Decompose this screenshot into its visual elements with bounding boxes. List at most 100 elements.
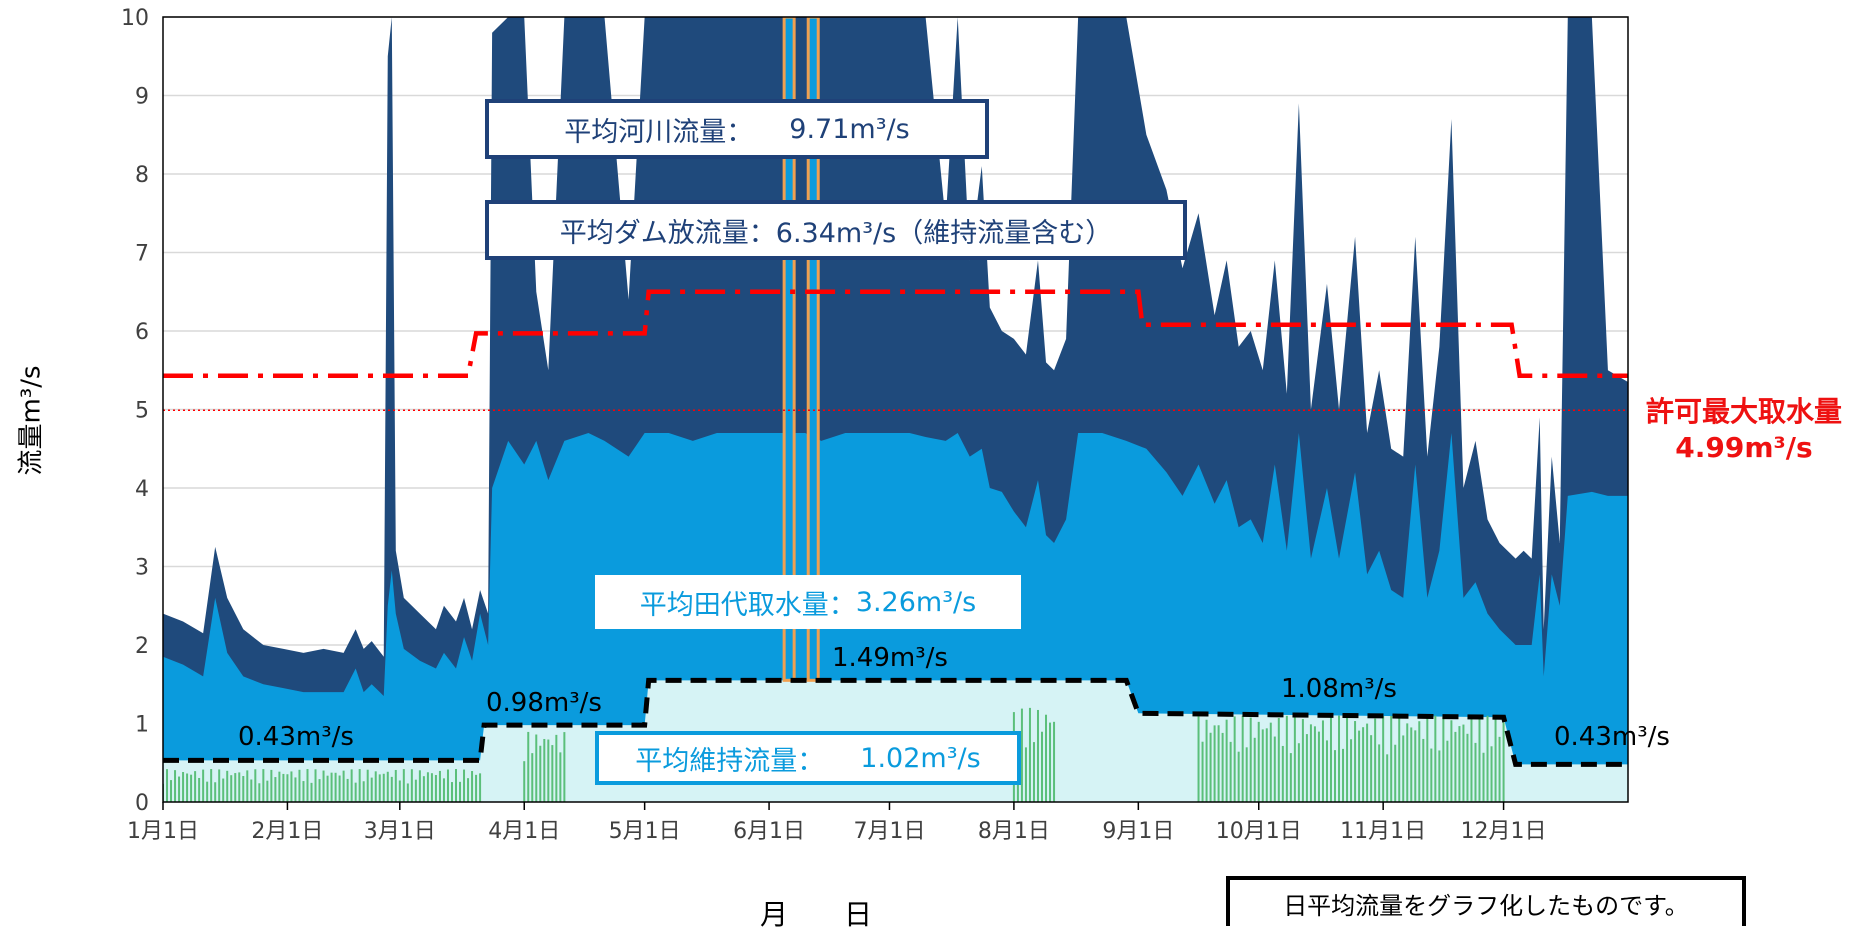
x-tick-label-6: 7月1日 [853,819,925,844]
intake-bar-day-222 [1053,721,1056,802]
intake-bar-day-77 [471,771,474,802]
intake-bar-day-315 [1426,717,1429,802]
intake-bar-day-8 [194,771,197,802]
intake-bar-day-59 [398,780,401,802]
river-average-value: 9.71m³/s [789,113,910,145]
series-maintenance-line [163,677,1628,767]
intake-bar-day-61 [406,783,409,802]
intake-average-text: 平均田代取水量： [639,589,856,621]
intake-bar-day-55 [382,773,385,802]
dam-release-average-label: 平均ダム放流量： 6.34m³/s（維持流量含む） [485,200,1187,260]
intake-bar-day-329 [1482,752,1485,802]
intake-bar-day-306 [1390,715,1393,802]
intake-bar-day-313 [1418,721,1421,802]
intake-bar-day-30 [282,773,285,802]
intake-bar-day-92 [531,753,534,802]
intake-bar-day-265 [1225,719,1228,802]
intake-bar-day-36 [306,769,309,802]
intake-bar-day-1 [166,769,169,802]
intake-bar-day-264 [1221,732,1224,802]
intake-bar-day-32 [290,771,293,802]
intake-bar-day-19 [238,772,241,802]
y-tick-label-0: 0 [135,791,149,816]
intake-bar-day-216 [1028,707,1031,802]
maintenance-average-value: 1.02m³/s [860,742,981,774]
intake-bar-day-13 [214,782,217,802]
intake-bar-day-320 [1446,740,1449,802]
intake-bar-day-44 [338,775,341,802]
intake-average-value: 3.26m³/s [855,586,977,618]
intake-bar-day-35 [302,781,305,802]
intake-bar-day-49 [358,769,361,802]
intake-bar-day-42 [330,772,333,802]
intake-bar-day-65 [422,776,425,802]
intake-bar-day-68 [434,775,437,802]
intake-bar-day-324 [1462,724,1465,802]
intake-bar-day-31 [286,774,289,802]
intake-bar-day-3 [174,770,177,802]
plot-frame [162,16,1629,803]
intake-bar-day-48 [354,782,357,802]
maintenance-flow-label-apr: 0.98m³/s [486,688,602,718]
intake-bar-day-76 [467,778,470,802]
x-tick-label-4: 5月1日 [609,819,681,844]
intake-bar-day-272 [1253,737,1256,802]
intake-bar-day-289 [1321,720,1324,802]
intake-bar-day-38 [314,769,317,802]
intake-bar-day-328 [1478,716,1481,802]
intake-bar-day-28 [274,777,277,802]
intake-bar-day-291 [1329,716,1332,802]
intake-bar-day-40 [322,770,325,802]
intake-bar-day-299 [1362,727,1365,802]
intake-bar-day-22 [250,779,253,802]
dam-release-average-text: 平均ダム放流量： [559,217,776,249]
intake-bar-day-214 [1020,708,1023,802]
intake-bar-day-314 [1422,738,1425,802]
intake-bar-day-287 [1313,726,1316,802]
footnote-text: 日平均流量をグラフ化したものです。 [1283,891,1689,920]
permit-max-intake-label: 許可最大取水量 4.99m³/s [1632,394,1856,466]
y-tick-label-2: 2 [135,634,149,659]
intake-bar-day-74 [459,781,462,802]
intake-bar-day-318 [1438,750,1441,802]
intake-bar-day-29 [278,771,281,802]
maintenance-average-label: 平均維持流量： 1.02m³/s [595,731,1021,785]
intake-bar-day-267 [1233,716,1236,802]
intake-bar-day-301 [1370,735,1373,802]
intake-bar-day-71 [446,769,449,802]
intake-bar-day-321 [1450,720,1453,802]
intake-bar-day-310 [1406,723,1409,802]
river-average-label: 平均河川流量： 9.71m³/s [485,99,989,159]
intake-bar-day-95 [543,738,546,802]
x-tick-label-2: 3月1日 [364,819,436,844]
intake-bar-day-66 [426,772,429,802]
x-tick-label-7: 8月1日 [978,819,1050,844]
intake-bar-day-69 [438,770,441,802]
y-tick-label-8: 8 [135,163,149,188]
intake-bar-day-7 [190,774,193,802]
intake-bar-day-78 [475,774,478,802]
maintenance-flow-label-may: 1.49m³/s [832,643,948,673]
intake-bar-day-46 [346,778,349,802]
intake-bar-day-333 [1498,736,1501,802]
intake-bar-day-90 [523,761,526,802]
intake-bar-day-302 [1374,718,1377,802]
intake-bar-day-281 [1289,753,1292,802]
intake-bar-day-293 [1338,715,1341,802]
intake-bar-day-317 [1434,715,1437,802]
intake-bar-day-75 [463,769,466,802]
intake-bar-day-64 [418,770,421,802]
intake-bar-day-73 [455,769,457,802]
intake-bar-day-217 [1032,742,1035,802]
intake-bar-day-62 [410,769,413,802]
y-tick-label-6: 6 [135,320,149,345]
intake-bar-day-279 [1281,745,1284,802]
intake-bar-day-294 [1342,748,1345,802]
permit-max-intake-value: 4.99m³/s [1675,431,1813,464]
x-tick-label-0: 1月1日 [127,819,199,844]
y-tick-label-3: 3 [135,556,149,581]
intake-bar-day-54 [378,774,381,802]
y-axis-label-wrap: 流量m³/s [4,330,54,510]
maintenance-flow-label-sep: 1.08m³/s [1281,674,1397,704]
intake-bar-day-63 [414,779,417,802]
